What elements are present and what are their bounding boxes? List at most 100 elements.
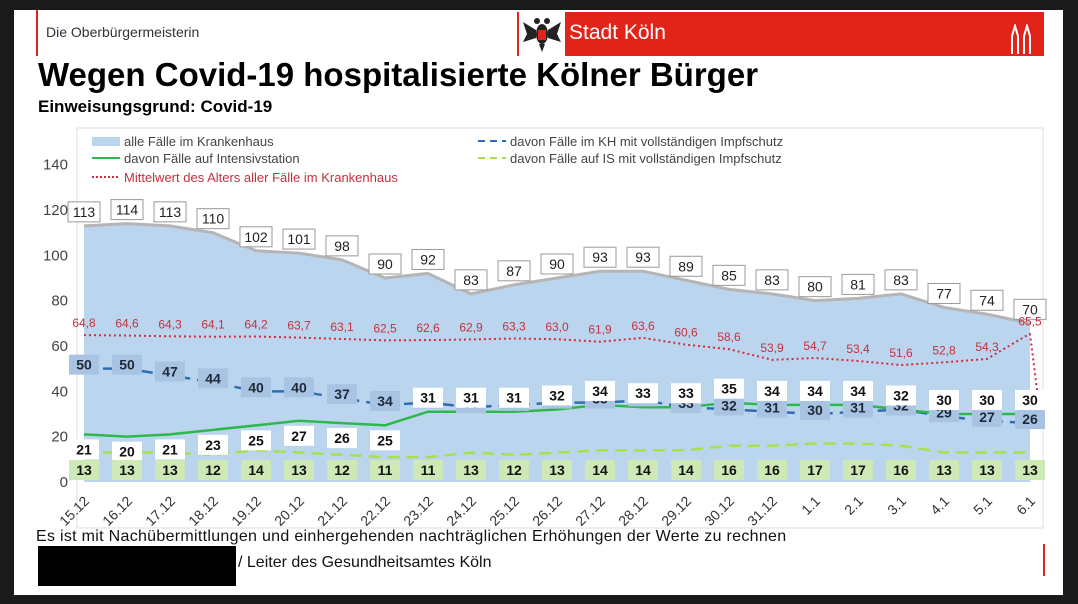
label-icu-vaccinated: 12 [499, 460, 529, 480]
label-icu-box [499, 387, 529, 408]
legend-label: Mittelwert des Alters aller Fälle im Kra… [124, 170, 398, 185]
label-icu: 20 [112, 441, 142, 462]
label-all-cases: 113 [153, 201, 187, 223]
label-icu-box [413, 387, 443, 408]
legend-item: davon Fälle auf Intensivstation [92, 151, 300, 166]
label-icu: 31 [456, 387, 486, 408]
label-icu-vaccinated: 13 [284, 460, 314, 480]
label-icu: 21 [155, 439, 185, 460]
label-all-cases-text: 80 [807, 279, 823, 295]
footnote: Es ist mit Nachübermittlungen und einher… [36, 528, 787, 545]
label-all-cases-box [884, 269, 918, 291]
label-icu-box [757, 380, 787, 401]
label-all-cases: 90 [540, 253, 574, 275]
label-all-cases-text: 77 [936, 285, 952, 301]
label-icu-vaccinated: 13 [1015, 460, 1045, 480]
label-icu-vaccinated-box [284, 460, 314, 480]
signature-line: / Leiter des Gesundheitsamtes Köln [238, 554, 492, 571]
legend-swatch [92, 137, 120, 146]
label-icu-box [1015, 390, 1045, 410]
label-all-cases-box [239, 226, 273, 248]
label-icu: 35 [714, 378, 744, 399]
label-all-cases-box [712, 264, 746, 286]
label-all-cases-box [497, 260, 531, 282]
label-vaccinated-hospital-box [198, 368, 228, 389]
label-icu-vaccinated-text: 11 [421, 462, 436, 478]
label-icu-vaccinated: 13 [112, 460, 142, 480]
label-all-cases-box [325, 235, 359, 257]
label-icu-vaccinated-text: 13 [119, 462, 135, 478]
y-tick-label: 80 [51, 293, 68, 310]
label-icu-text: 34 [592, 383, 608, 399]
label-all-cases: 93 [583, 246, 617, 268]
coat-of-arms-box [519, 12, 565, 56]
label-icu-vaccinated: 11 [370, 460, 400, 480]
line-age-mean-tail [1029, 333, 1041, 415]
label-all-cases: 83 [884, 269, 918, 291]
label-all-cases-box [110, 199, 144, 221]
label-vaccinated-hospital-box [112, 354, 142, 375]
label-icu: 27 [284, 425, 314, 446]
label-all-cases-text: 93 [592, 249, 608, 265]
label-icu-vaccinated-box [972, 460, 1002, 480]
label-icu-text: 31 [506, 390, 522, 406]
label-icu: 32 [542, 385, 572, 406]
label-all-cases-box [841, 273, 875, 295]
y-tick-label: 40 [51, 383, 68, 400]
label-icu-box [155, 439, 185, 460]
y-tick-label: 140 [43, 157, 68, 174]
label-icu-vaccinated-box [327, 460, 357, 480]
label-age-mean: 60,6 [674, 326, 698, 340]
label-vaccinated-hospital: 31 [757, 397, 787, 418]
label-icu-vaccinated-box [499, 460, 529, 480]
label-icu-text: 34 [850, 383, 866, 399]
label-icu-vaccinated: 14 [241, 460, 271, 480]
label-age-mean: 61,9 [588, 323, 612, 337]
label-vaccinated-hospital-text: 31 [764, 400, 780, 416]
label-icu: 34 [843, 380, 873, 401]
label-all-cases: 89 [669, 255, 703, 277]
label-icu-vaccinated-text: 17 [850, 462, 866, 478]
label-age-mean: 62,6 [416, 321, 440, 335]
label-icu-vaccinated-text: 12 [334, 462, 350, 478]
label-all-cases-text: 93 [635, 249, 651, 265]
redacted-name [38, 546, 236, 586]
label-all-cases-text: 101 [287, 231, 311, 247]
legend-label: alle Fälle im Krankenhaus [124, 134, 274, 149]
label-all-cases-text: 83 [893, 272, 909, 288]
label-vaccinated-hospital-text: 31 [850, 400, 866, 416]
label-all-cases-box [540, 253, 574, 275]
label-icu-vaccinated-box [542, 460, 572, 480]
office-accent-bar [36, 10, 38, 56]
label-icu-box [327, 428, 357, 449]
label-icu-vaccinated-box [69, 460, 99, 480]
label-icu-vaccinated: 13 [155, 460, 185, 480]
y-tick-label: 60 [51, 338, 68, 355]
label-icu-text: 33 [678, 385, 694, 401]
label-icu-text: 21 [76, 441, 92, 457]
label-age-mean: 65,5 [1018, 315, 1042, 329]
label-icu: 21 [69, 439, 99, 460]
label-icu: 25 [370, 430, 400, 451]
label-vaccinated-hospital-text: 26 [1022, 411, 1038, 427]
slide: Die Oberbürgermeisterin Stadt Köln Wegen… [14, 10, 1063, 595]
label-icu-vaccinated-box [413, 460, 443, 480]
label-all-cases-text: 90 [377, 256, 393, 272]
label-all-cases-box [368, 253, 402, 275]
label-vaccinated-hospital-text: 44 [205, 370, 221, 386]
label-all-cases-text: 74 [979, 292, 995, 308]
label-all-cases: 102 [239, 226, 273, 248]
label-all-cases-text: 83 [463, 272, 479, 288]
label-vaccinated-hospital: 50 [112, 354, 142, 375]
label-icu-text: 31 [420, 390, 436, 406]
label-icu-vaccinated-text: 14 [678, 462, 694, 478]
label-vaccinated-hospital-box [155, 361, 185, 382]
label-icu-box [112, 441, 142, 462]
label-icu-vaccinated: 16 [886, 460, 916, 480]
label-all-cases-text: 90 [549, 256, 565, 272]
page-subtitle: Einweisungsgrund: Covid-19 [38, 97, 273, 116]
legend-item: davon Fälle auf IS mit vollständigen Imp… [478, 151, 782, 166]
label-icu-vaccinated-box [628, 460, 658, 480]
label-icu-text: 25 [377, 432, 393, 448]
y-tick-label: 0 [60, 474, 68, 491]
